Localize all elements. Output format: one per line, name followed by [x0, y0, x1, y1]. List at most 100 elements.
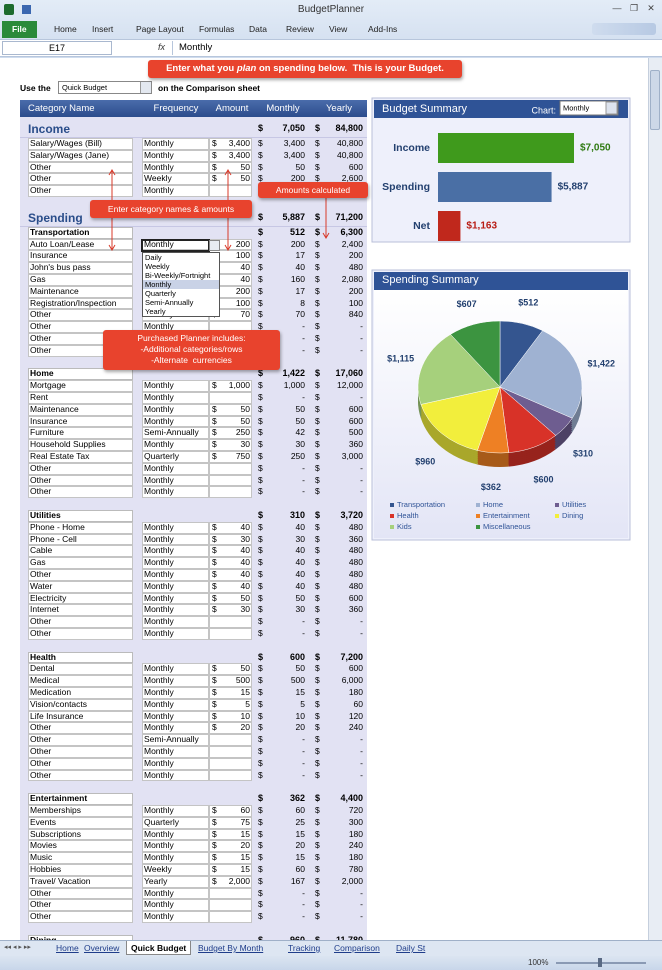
- name-cell[interactable]: [28, 462, 133, 475]
- freq-cell[interactable]: [142, 185, 209, 197]
- name-box[interactable]: E17: [2, 41, 112, 55]
- freq-cell[interactable]: [142, 161, 209, 174]
- name-cell[interactable]: [28, 274, 133, 286]
- name-cell[interactable]: [28, 616, 133, 628]
- name-cell[interactable]: [28, 415, 133, 428]
- sheet-tab[interactable]: Overview: [84, 943, 120, 953]
- name-cell[interactable]: [28, 380, 133, 392]
- amount-cell[interactable]: [209, 875, 252, 888]
- ribbon-tab[interactable]: Review: [286, 24, 314, 34]
- amount-cell[interactable]: [209, 734, 252, 746]
- freq-cell[interactable]: [142, 592, 209, 605]
- amount-cell[interactable]: [209, 911, 252, 923]
- name-cell[interactable]: [28, 569, 133, 581]
- sheet-tab[interactable]: Comparison: [334, 943, 380, 953]
- freq-cell[interactable]: [142, 403, 209, 416]
- amount-cell[interactable]: [209, 840, 252, 853]
- freq-cell[interactable]: [142, 580, 209, 593]
- freq-cell[interactable]: [142, 149, 209, 162]
- name-cell[interactable]: [28, 875, 133, 888]
- amount-cell[interactable]: [209, 592, 252, 605]
- freq-cell[interactable]: [142, 380, 209, 392]
- name-cell[interactable]: [28, 734, 133, 746]
- freq-cell[interactable]: [142, 462, 209, 475]
- freq-cell[interactable]: [142, 173, 209, 186]
- ribbon-tab[interactable]: Data: [249, 24, 267, 34]
- name-cell[interactable]: [28, 805, 133, 817]
- amount-cell[interactable]: [209, 616, 252, 628]
- name-cell[interactable]: [28, 173, 133, 186]
- amount-cell[interactable]: [209, 710, 252, 723]
- name-cell[interactable]: [28, 262, 133, 274]
- scroll-thumb[interactable]: [650, 70, 660, 130]
- ribbon-tab[interactable]: Add-Ins: [368, 24, 398, 34]
- amount-cell[interactable]: [209, 746, 252, 758]
- freq-cell[interactable]: [142, 710, 209, 723]
- freq-cell[interactable]: [142, 533, 209, 546]
- freq-cell[interactable]: [142, 474, 209, 487]
- amount-cell[interactable]: [209, 675, 252, 687]
- amount-cell[interactable]: [209, 628, 252, 640]
- freq-cell[interactable]: [142, 840, 209, 853]
- amount-cell[interactable]: [209, 462, 252, 475]
- amount-cell[interactable]: [209, 663, 252, 676]
- name-cell[interactable]: [28, 675, 133, 687]
- ribbon-tab[interactable]: Home: [54, 24, 77, 34]
- freq-cell[interactable]: [142, 675, 209, 687]
- name-cell[interactable]: [28, 580, 133, 593]
- name-cell[interactable]: [28, 451, 133, 463]
- budget-selector[interactable]: Quick Budget: [58, 81, 152, 94]
- name-cell[interactable]: [28, 138, 133, 150]
- amount-cell[interactable]: [209, 698, 252, 711]
- amount-cell[interactable]: [209, 415, 252, 428]
- name-cell[interactable]: [28, 238, 133, 251]
- amount-cell[interactable]: [209, 569, 252, 581]
- freq-cell[interactable]: [142, 439, 209, 451]
- tab-navigation[interactable]: ◂◂ ◂ ▸ ▸▸: [4, 944, 31, 951]
- freq-cell[interactable]: [142, 875, 209, 888]
- freq-cell[interactable]: [142, 427, 209, 440]
- freq-cell[interactable]: [142, 864, 209, 876]
- name-cell[interactable]: [28, 285, 133, 298]
- freq-cell[interactable]: [142, 757, 209, 770]
- name-cell[interactable]: [28, 698, 133, 711]
- amount-cell[interactable]: [209, 392, 252, 404]
- amount-cell[interactable]: [209, 722, 252, 735]
- name-cell[interactable]: [28, 161, 133, 174]
- window-button[interactable]: ❐: [629, 3, 639, 13]
- window-button[interactable]: ✕: [647, 3, 655, 13]
- freq-cell[interactable]: [142, 828, 209, 841]
- freq-cell[interactable]: [142, 805, 209, 817]
- amount-cell[interactable]: [209, 864, 252, 876]
- amount-cell[interactable]: [209, 545, 252, 558]
- amount-cell[interactable]: [209, 161, 252, 174]
- freq-cell[interactable]: [142, 746, 209, 758]
- freq-cell[interactable]: [142, 451, 209, 463]
- name-cell[interactable]: [28, 297, 133, 310]
- name-cell[interactable]: [28, 309, 133, 322]
- freq-cell[interactable]: [142, 769, 209, 782]
- freq-cell[interactable]: [142, 628, 209, 640]
- name-cell[interactable]: [28, 757, 133, 770]
- amount-cell[interactable]: [209, 757, 252, 770]
- zoom-thumb[interactable]: [598, 958, 602, 967]
- amount-cell[interactable]: [209, 580, 252, 593]
- name-cell[interactable]: [28, 545, 133, 558]
- sheet-tab[interactable]: Home: [56, 943, 79, 953]
- name-cell[interactable]: [28, 427, 133, 440]
- name-cell[interactable]: [28, 592, 133, 605]
- amount-cell[interactable]: [209, 828, 252, 841]
- amount-cell[interactable]: [209, 887, 252, 900]
- freq-cell[interactable]: [142, 138, 209, 150]
- freq-cell[interactable]: [142, 604, 209, 617]
- amount-cell[interactable]: [209, 439, 252, 451]
- amount-cell[interactable]: [209, 557, 252, 569]
- name-cell[interactable]: [28, 769, 133, 782]
- formula-content[interactable]: Monthly: [172, 41, 642, 55]
- sheet-tab[interactable]: Daily St: [396, 943, 426, 953]
- name-cell[interactable]: [28, 911, 133, 923]
- name-cell[interactable]: [28, 687, 133, 699]
- amount-cell[interactable]: [209, 427, 252, 440]
- name-cell[interactable]: [28, 628, 133, 640]
- amount-cell[interactable]: [209, 185, 252, 197]
